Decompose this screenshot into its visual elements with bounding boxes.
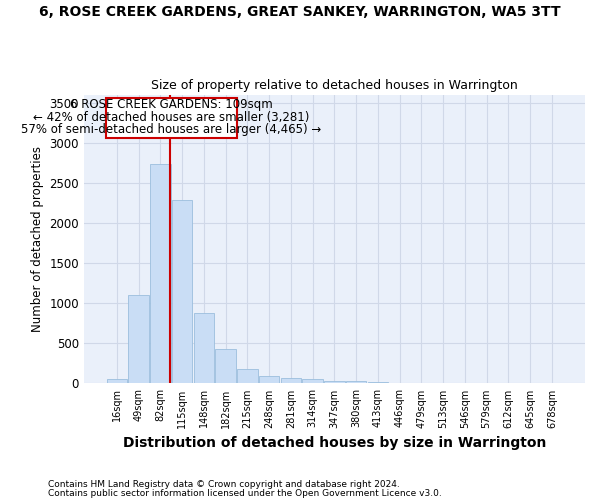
Title: Size of property relative to detached houses in Warrington: Size of property relative to detached ho… <box>151 79 518 92</box>
Bar <box>346 382 367 384</box>
FancyBboxPatch shape <box>106 98 236 138</box>
Text: 57% of semi-detached houses are larger (4,465) →: 57% of semi-detached houses are larger (… <box>22 124 322 136</box>
Y-axis label: Number of detached properties: Number of detached properties <box>31 146 44 332</box>
Bar <box>302 379 323 384</box>
Text: 6 ROSE CREEK GARDENS: 109sqm: 6 ROSE CREEK GARDENS: 109sqm <box>70 98 273 111</box>
Bar <box>324 380 345 384</box>
Bar <box>259 376 280 384</box>
Bar <box>150 164 171 384</box>
Bar <box>368 382 388 384</box>
Text: Contains HM Land Registry data © Crown copyright and database right 2024.: Contains HM Land Registry data © Crown c… <box>48 480 400 489</box>
Bar <box>237 370 258 384</box>
Bar <box>172 200 193 384</box>
Bar <box>107 379 127 384</box>
Bar <box>128 295 149 384</box>
Bar <box>194 313 214 384</box>
Text: ← 42% of detached houses are smaller (3,281): ← 42% of detached houses are smaller (3,… <box>33 111 310 124</box>
Text: 6, ROSE CREEK GARDENS, GREAT SANKEY, WARRINGTON, WA5 3TT: 6, ROSE CREEK GARDENS, GREAT SANKEY, WAR… <box>39 5 561 19</box>
X-axis label: Distribution of detached houses by size in Warrington: Distribution of detached houses by size … <box>122 436 546 450</box>
Text: Contains public sector information licensed under the Open Government Licence v3: Contains public sector information licen… <box>48 489 442 498</box>
Bar <box>389 382 410 384</box>
Bar <box>215 349 236 384</box>
Bar <box>281 378 301 384</box>
